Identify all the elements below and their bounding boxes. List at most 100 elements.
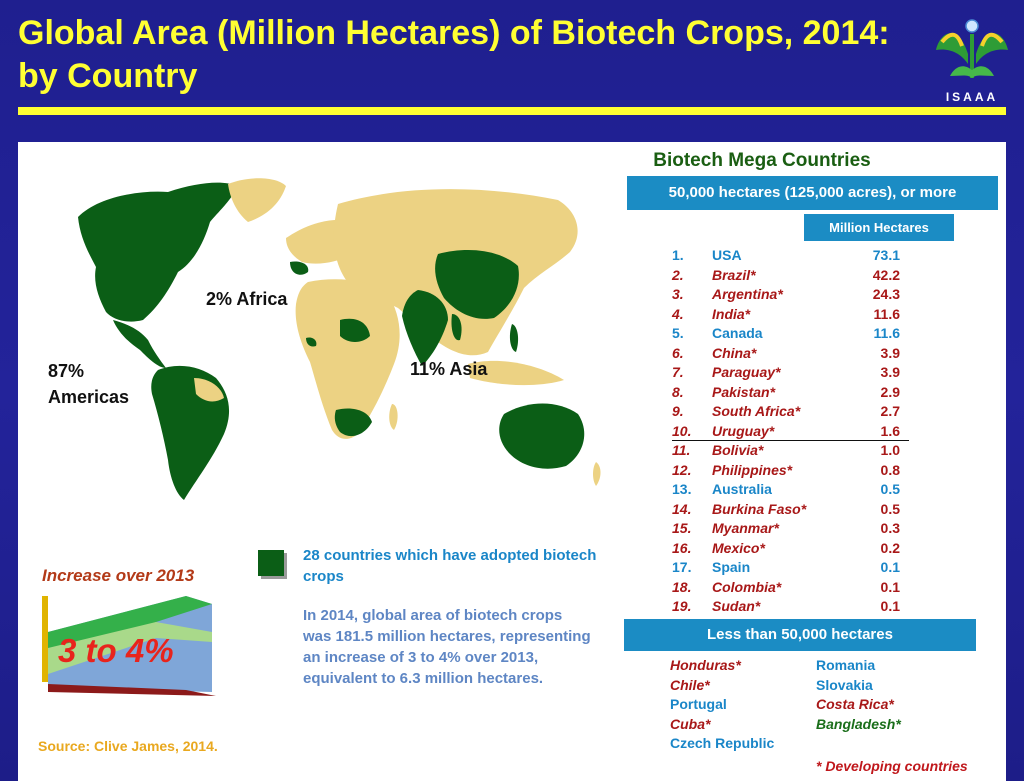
africa-share-label: 2% Africa	[206, 289, 288, 309]
world-map	[78, 178, 601, 500]
country-rank: 13.	[672, 481, 692, 497]
se-asia-islands	[468, 360, 564, 386]
country-rank: 5.	[672, 325, 684, 341]
less-list-left: Honduras* Chile* Portugal Cuba* Czech Republ…	[670, 656, 774, 754]
country-rank: 6.	[672, 344, 684, 361]
country-row: 3. Argentina* 24.3	[672, 285, 912, 305]
country-rank: 17.	[672, 559, 692, 575]
less-list-right: Romania Slovakia Costa Rica* Bangladesh*	[816, 656, 901, 734]
africa-shape	[295, 279, 400, 439]
country-name: Pakistan*	[712, 383, 776, 400]
summary-text: In 2014, global area of biotech crops wa…	[303, 607, 591, 687]
greenland-shape	[228, 178, 286, 222]
page-title: Global Area (Million Hectares) of Biotec…	[18, 14, 890, 95]
minor-country-name: Slovakia	[816, 676, 873, 693]
country-value: 1.0	[880, 442, 900, 458]
country-row: 10. Uruguay* 1.6	[672, 422, 912, 442]
minor-country-name: Chile*	[670, 676, 710, 693]
americas-share-label: Americas	[48, 387, 130, 407]
country-name: Burkina Faso*	[712, 500, 807, 517]
country-value: 0.2	[880, 539, 900, 556]
country-value: 0.8	[880, 461, 900, 478]
australia-shape	[499, 403, 585, 469]
philippines-shape	[509, 324, 519, 352]
country-rank: 10.	[672, 422, 692, 439]
country-row: 16. Mexico* 0.2	[672, 539, 912, 559]
country-value: 11.6	[873, 305, 900, 322]
minor-country-name: Cuba*	[670, 715, 711, 732]
country-value: 0.1	[880, 578, 900, 595]
country-row: 7. Paraguay* 3.9	[672, 363, 912, 383]
south-america-other	[194, 378, 224, 402]
country-row: 2. Brazil* 42.2	[672, 266, 912, 286]
burkina-faso-shape	[306, 337, 317, 347]
country-row: 13. Australia 0.5	[672, 480, 912, 500]
increase-title: Increase over 2013	[42, 566, 195, 585]
country-value: 3.9	[880, 344, 900, 361]
country-name: Australia	[712, 481, 772, 497]
legend-text: 28 countries which have adopted biotech …	[303, 547, 597, 585]
country-rank: 1.	[672, 247, 684, 263]
country-name: Myanmar*	[712, 520, 779, 536]
country-name: USA	[712, 247, 742, 263]
country-rank: 14.	[672, 500, 692, 517]
country-name: India*	[712, 305, 751, 322]
country-row: 17. Spain 0.1	[672, 558, 912, 578]
spain-shape	[290, 261, 309, 275]
country-value: 24.3	[872, 286, 900, 302]
minor-country-name: Honduras*	[670, 657, 741, 673]
country-value: 2.9	[880, 383, 900, 400]
country-value: 0.1	[880, 559, 900, 575]
mega-threshold-bar: 50,000 hectares (125,000 acres), or more	[627, 176, 998, 210]
country-row: 6. China* 3.9	[672, 344, 912, 364]
country-rank: 7.	[672, 364, 684, 380]
mega-country-list: 1. USA 73.1 2. Brazil* 42.2 3. Argentina* 24.3 4.…	[672, 246, 912, 617]
country-rank: 19.	[672, 598, 692, 614]
country-value: 1.6	[880, 422, 900, 439]
country-row: 14. Burkina Faso* 0.5	[672, 500, 912, 520]
country-row: 18. Colombia* 0.1	[672, 578, 912, 598]
isaaa-leaf-logo-icon	[936, 19, 1008, 78]
isaaa-logo: ISAAA	[928, 12, 1016, 104]
source-citation: Source: Clive James, 2014.	[38, 738, 218, 754]
increase-value: 3 to 4%	[58, 632, 174, 669]
content-panel: 2% Africa 87% Americas 11% Asia 28 count…	[18, 142, 1006, 781]
country-name: Canada	[712, 325, 763, 341]
country-name: Spain	[712, 559, 751, 575]
mexico-shape	[113, 320, 166, 368]
unit-header: Million Hectares	[804, 214, 954, 241]
country-value: 0.3	[880, 520, 900, 536]
north-america-shape	[78, 182, 238, 322]
south-america-shape	[151, 365, 230, 500]
country-rank: 2.	[672, 266, 684, 283]
country-row: 11. Bolivia* 1.0	[672, 441, 912, 461]
country-value: 0.5	[880, 481, 900, 497]
country-name: South Africa*	[712, 403, 801, 419]
south-africa-shape	[334, 408, 372, 437]
country-rank: 9.	[672, 403, 684, 419]
less-threshold-bar: Less than 50,000 hectares	[624, 619, 976, 651]
country-value: 0.5	[880, 500, 900, 517]
country-row: 4. India* 11.6	[672, 305, 912, 325]
country-value: 2.7	[880, 403, 900, 419]
country-rank: 18.	[672, 578, 692, 595]
country-rank: 3.	[672, 286, 684, 302]
country-rank: 8.	[672, 383, 684, 400]
country-row: 5. Canada 11.6	[672, 324, 912, 344]
minor-country-name: Romania	[816, 657, 876, 673]
mega-countries-title: Biotech Mega Countries	[653, 150, 871, 171]
country-name: China*	[712, 344, 757, 361]
madagascar-shape	[389, 404, 398, 430]
minor-country-name: Costa Rica*	[816, 696, 894, 712]
americas-share-percent: 87%	[48, 361, 85, 381]
country-name: Sudan*	[712, 598, 761, 614]
asia-share-label: 11% Asia	[410, 359, 488, 379]
india-shape	[402, 290, 448, 366]
minor-country-name: Portugal	[670, 696, 727, 712]
country-name: Philippines*	[712, 461, 793, 478]
country-value: 3.9	[880, 364, 900, 380]
country-name: Uruguay*	[712, 422, 775, 439]
country-row: 15. Myanmar* 0.3	[672, 519, 912, 539]
country-row: 19. Sudan* 0.1	[672, 597, 912, 617]
country-row: 9. South Africa* 2.7	[672, 402, 912, 422]
